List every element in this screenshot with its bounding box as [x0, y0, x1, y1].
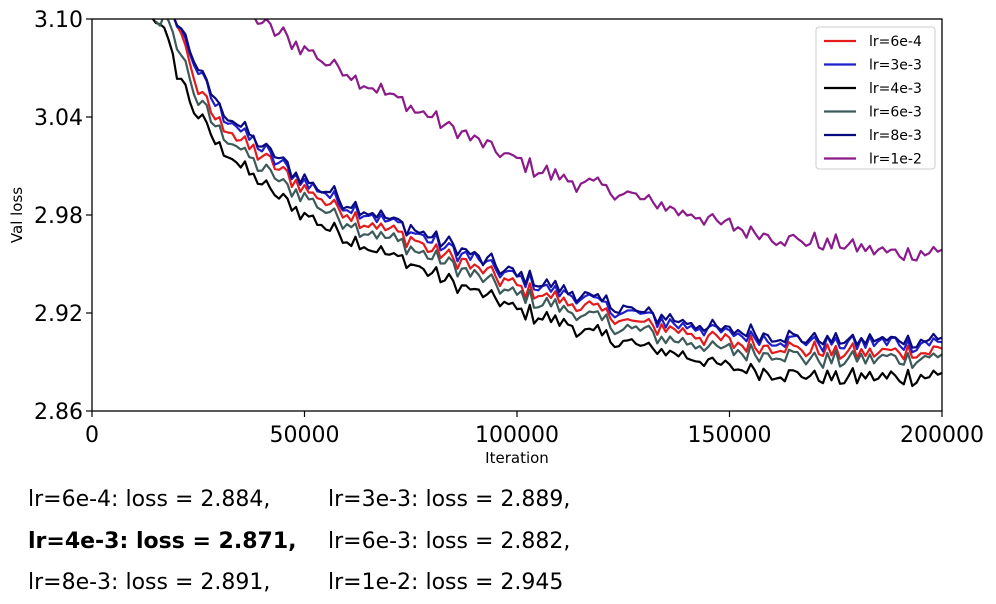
y-axis-label: Val loss	[8, 187, 26, 243]
summary-lr-4e-3-best: lr=4e-3: loss = 2.871,	[28, 529, 297, 554]
summary-lr-1e-2: lr=1e-2: loss = 2.945	[328, 570, 564, 595]
x-tick-label: 200000	[900, 423, 984, 448]
series-line-lr=6e-3	[155, 19, 942, 369]
series-lines	[151, 19, 942, 388]
legend-label-lr=8e-3: lr=8e-3	[869, 128, 922, 144]
legend-label-lr=4e-3: lr=4e-3	[869, 81, 922, 97]
legend-label-lr=1e-2: lr=1e-2	[869, 152, 922, 168]
series-line-lr=8e-3	[173, 19, 942, 349]
series-line-lr=1e-2	[253, 19, 942, 262]
legend-box	[815, 26, 936, 170]
summary-lr-8e-3: lr=8e-3: loss = 2.891,	[28, 570, 271, 595]
legend-label-lr=6e-4: lr=6e-4	[869, 34, 922, 50]
legend-label-lr=6e-3: lr=6e-3	[869, 105, 922, 121]
x-tick-label: 100000	[475, 423, 559, 448]
legend: lr=6e-4 lr=3e-3 lr=4e-3 lr=6e-3 lr=8e-3 lr=1e…	[815, 26, 936, 170]
val-loss-chart: 0 50000 100000 150000 200000 2.86 2.92 2.98 3.04…	[8, 8, 984, 467]
summary-lr-3e-3: lr=3e-3: loss = 2.889,	[328, 487, 571, 512]
y-tick-label: 2.98	[34, 204, 83, 229]
series-line-lr=4e-3	[151, 19, 942, 388]
y-tick-label: 2.86	[34, 400, 83, 425]
x-tick-label: 150000	[688, 423, 772, 448]
y-tick-label: 2.92	[34, 302, 83, 327]
series-line-lr=6e-4	[173, 19, 942, 361]
y-tick-label: 3.04	[34, 106, 83, 131]
x-tick-label: 50000	[270, 423, 340, 448]
y-tick-label: 3.10	[34, 8, 83, 33]
x-axis-label: Iteration	[485, 449, 549, 467]
legend-label-lr=3e-3: lr=3e-3	[869, 58, 922, 74]
x-tick-label: 0	[85, 423, 99, 448]
summary-lr-6e-3: lr=6e-3: loss = 2.882,	[328, 529, 571, 554]
summary-lr-6e-4: lr=6e-4: loss = 2.884,	[28, 487, 271, 512]
